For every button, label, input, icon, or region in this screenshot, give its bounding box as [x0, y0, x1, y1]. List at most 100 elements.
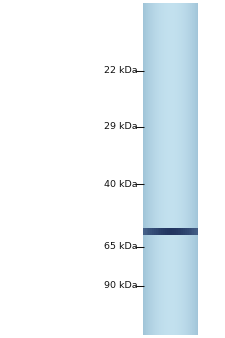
Bar: [197, 3, 198, 335]
Bar: [179, 3, 180, 335]
Bar: [161, 3, 162, 335]
Bar: [186, 3, 187, 335]
Bar: [183, 228, 185, 235]
Bar: [152, 228, 154, 235]
Bar: [184, 3, 185, 335]
Bar: [178, 3, 179, 335]
Bar: [148, 3, 149, 335]
Bar: [151, 3, 152, 335]
Bar: [157, 3, 158, 335]
Bar: [143, 228, 145, 235]
Bar: [156, 3, 157, 335]
Bar: [169, 228, 171, 235]
Bar: [146, 3, 147, 335]
Bar: [176, 3, 177, 335]
Text: 29 kDa: 29 kDa: [104, 122, 137, 131]
Bar: [147, 3, 148, 335]
Bar: [161, 228, 163, 235]
Bar: [172, 3, 173, 335]
Text: 40 kDa: 40 kDa: [104, 180, 137, 189]
Bar: [174, 3, 175, 335]
Bar: [185, 3, 186, 335]
Bar: [165, 3, 166, 335]
Bar: [196, 3, 197, 335]
Bar: [192, 3, 193, 335]
Bar: [152, 3, 153, 335]
Bar: [189, 3, 190, 335]
Bar: [148, 228, 151, 235]
Bar: [175, 3, 176, 335]
Bar: [180, 228, 182, 235]
Bar: [159, 228, 162, 235]
Bar: [186, 3, 187, 335]
Bar: [190, 3, 191, 335]
Bar: [163, 3, 164, 335]
Bar: [154, 3, 155, 335]
Bar: [158, 3, 159, 335]
Bar: [164, 3, 165, 335]
Bar: [150, 228, 152, 235]
Bar: [188, 3, 189, 335]
Bar: [144, 3, 145, 335]
Bar: [194, 228, 196, 235]
Bar: [167, 3, 168, 335]
Bar: [182, 3, 183, 335]
Text: 90 kDa: 90 kDa: [104, 281, 137, 290]
Bar: [188, 3, 189, 335]
Bar: [195, 3, 196, 335]
Bar: [173, 3, 174, 335]
Bar: [148, 3, 149, 335]
Bar: [180, 3, 181, 335]
Bar: [168, 3, 169, 335]
Bar: [159, 3, 160, 335]
Bar: [166, 3, 167, 335]
Bar: [163, 228, 165, 235]
Bar: [176, 228, 178, 235]
Bar: [179, 3, 180, 335]
Bar: [160, 3, 161, 335]
Bar: [159, 3, 160, 335]
Bar: [178, 228, 180, 235]
Bar: [196, 228, 198, 235]
Bar: [189, 228, 191, 235]
Bar: [171, 3, 172, 335]
Bar: [193, 3, 194, 335]
Bar: [153, 3, 154, 335]
Text: 22 kDa: 22 kDa: [104, 67, 137, 75]
Bar: [191, 3, 192, 335]
Bar: [193, 228, 195, 235]
Bar: [146, 228, 148, 235]
Bar: [168, 3, 169, 335]
Bar: [145, 228, 147, 235]
Bar: [170, 3, 171, 335]
Bar: [172, 228, 174, 235]
Text: 65 kDa: 65 kDa: [104, 242, 137, 251]
Bar: [195, 3, 196, 335]
Bar: [190, 3, 191, 335]
Bar: [185, 228, 187, 235]
Bar: [165, 228, 167, 235]
Bar: [167, 228, 169, 235]
Bar: [156, 228, 158, 235]
Bar: [162, 3, 163, 335]
Bar: [174, 228, 176, 235]
Bar: [171, 228, 173, 235]
Bar: [183, 3, 184, 335]
Bar: [181, 3, 182, 335]
Bar: [154, 228, 156, 235]
Bar: [175, 3, 176, 335]
Bar: [145, 3, 146, 335]
Bar: [181, 3, 182, 335]
Bar: [181, 228, 184, 235]
Bar: [177, 3, 178, 335]
Bar: [150, 3, 151, 335]
Bar: [191, 228, 193, 235]
Bar: [149, 3, 150, 335]
Bar: [155, 3, 156, 335]
Bar: [187, 3, 188, 335]
Bar: [193, 3, 194, 335]
Bar: [158, 228, 160, 235]
Bar: [143, 3, 144, 335]
Bar: [177, 3, 178, 335]
Bar: [197, 3, 198, 335]
